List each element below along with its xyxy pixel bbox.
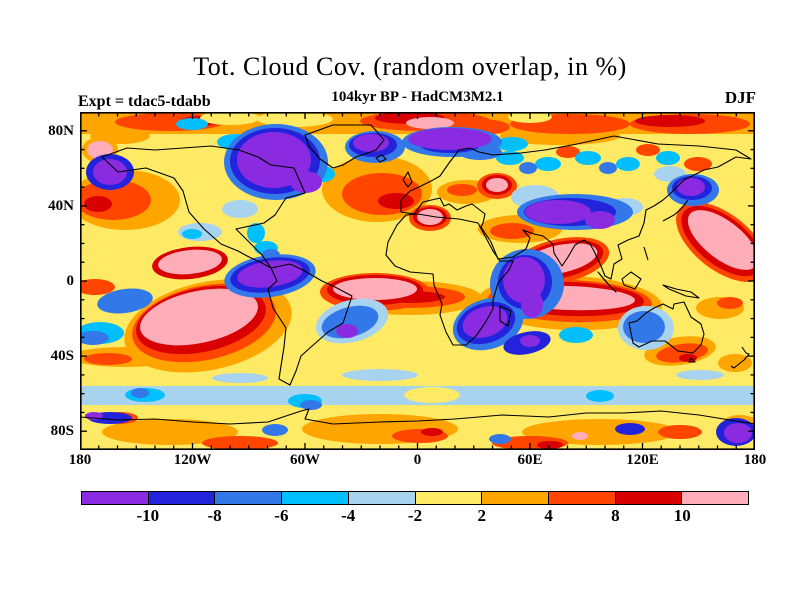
y-axis-label: 40S [50, 348, 74, 364]
y-axis-label: 80N [48, 123, 74, 139]
map-border [80, 112, 756, 450]
x-axis-label: 60E [517, 452, 543, 468]
season-label: DJF [724, 88, 756, 107]
colorbar-labels: -10 -8 -6 -4 -2 2 4 8 10 [81, 506, 749, 530]
experiment-label: Expt = tdac5-tdabb [78, 93, 211, 110]
y-axis-label: 40N [48, 198, 74, 214]
colorbar-label: -6 [274, 506, 289, 525]
colorbar-label: 10 [673, 506, 691, 525]
colorbar-label: -2 [407, 506, 423, 525]
colorbar-segment [481, 491, 549, 505]
colorbar-label: 8 [611, 506, 620, 525]
plot-title: Tot. Cloud Cov. (random overlap, in %) [193, 52, 627, 81]
colorbar-label: -8 [207, 506, 222, 525]
colorbar-segment [414, 491, 483, 505]
colorbar-segment [147, 491, 216, 505]
colorbar-label: 4 [544, 506, 553, 525]
colorbar-label: -4 [341, 506, 356, 525]
colorbar-segment [347, 491, 416, 505]
colorbar-segment [214, 491, 283, 505]
colorbar-segment [547, 491, 616, 505]
x-axis-label: 0 [413, 452, 422, 468]
x-axis-label: 180 [743, 452, 767, 468]
colorbar [81, 491, 750, 505]
plot-subtitle: 104kyr BP - HadCM3M2.1 [331, 89, 504, 105]
x-axis-label: 120E [626, 452, 659, 468]
map-canvas [70, 111, 768, 450]
colorbar-label: -10 [136, 506, 160, 525]
colorbar-segment [614, 491, 683, 505]
y-axis-label: 0 [66, 273, 75, 289]
colorbar-segment [281, 491, 349, 505]
x-axis-label: 60W [290, 452, 320, 468]
anomaly-field [70, 111, 768, 450]
world-map-plot [70, 111, 768, 450]
colorbar-segment [681, 491, 750, 505]
y-axis-label: 80S [50, 423, 74, 439]
colorbar-segment [81, 491, 149, 505]
x-axis-label: 180 [68, 452, 92, 468]
coastlines [79, 124, 756, 425]
x-axis-label: 120W [173, 452, 212, 468]
colorbar-label: 2 [477, 506, 487, 525]
